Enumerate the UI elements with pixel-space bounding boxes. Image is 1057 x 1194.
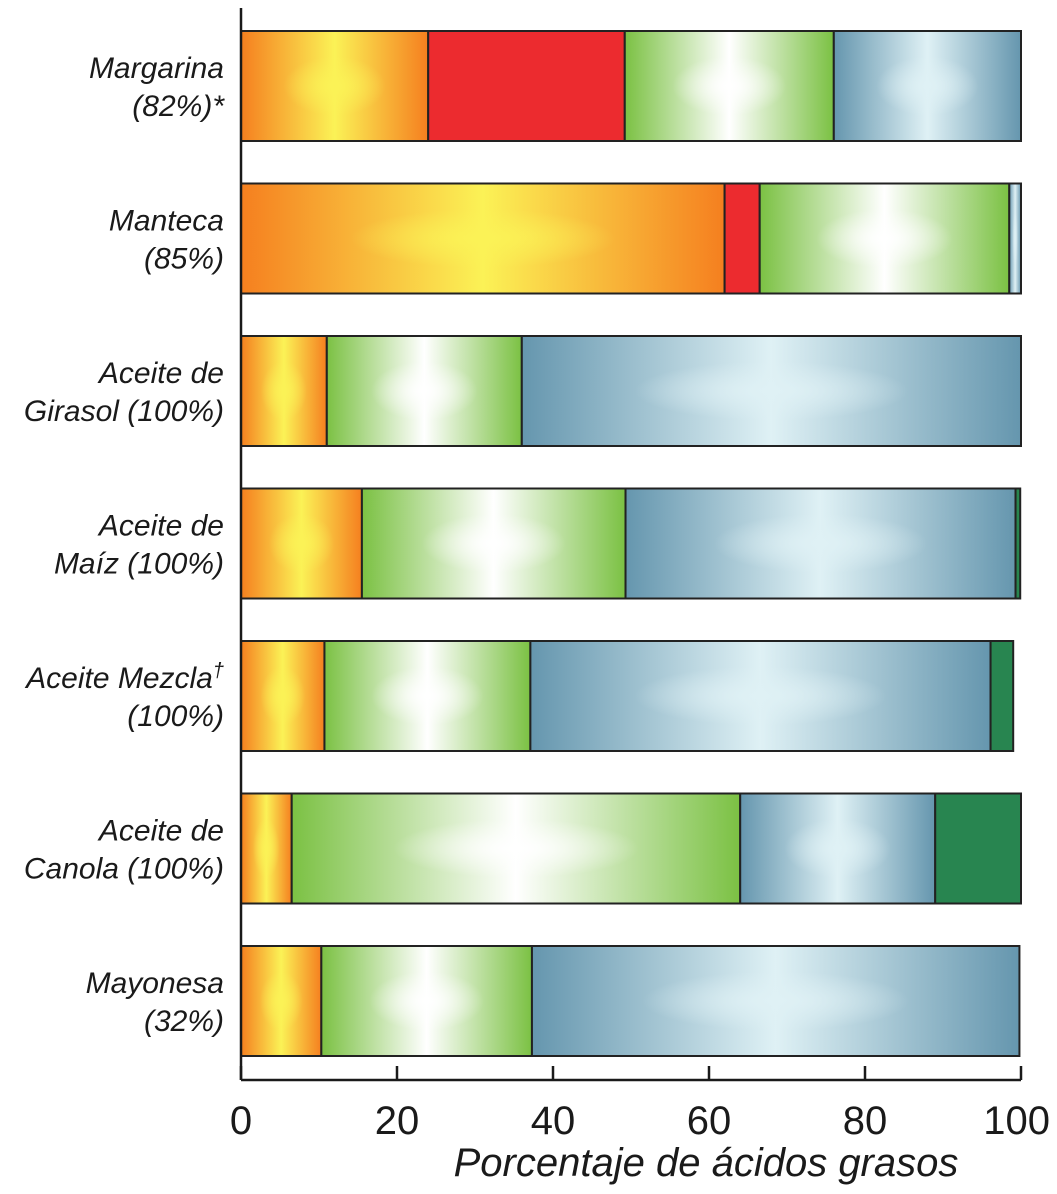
x-tick-label: 20 xyxy=(375,1099,420,1143)
x-tick-label: 60 xyxy=(687,1099,732,1143)
category-label-line1: Aceite Mezcla† xyxy=(24,660,224,695)
bar-group xyxy=(240,792,1023,905)
bar-segment-highlight xyxy=(1010,184,1020,293)
bar-segment-highlight xyxy=(834,32,1020,140)
bar-group xyxy=(240,487,1022,600)
x-axis-title: Porcentaje de ácidos grasos xyxy=(454,1141,959,1185)
category-label-line2: (85%) xyxy=(144,243,224,276)
x-tick-label: 100 xyxy=(983,1099,1050,1143)
bar-segment-highlight xyxy=(242,947,321,1055)
bar-segment-highlight xyxy=(242,489,361,598)
category-label-line2: (82%)* xyxy=(132,90,225,123)
bar-segment-highlight xyxy=(322,947,531,1055)
bar-segment xyxy=(989,640,1015,752)
bar-group xyxy=(240,30,1022,142)
bar-segment xyxy=(1014,487,1022,600)
category-label-line1: Aceite de xyxy=(97,510,224,543)
category-label-line1: Margarina xyxy=(89,52,224,85)
x-tick-label: 0 xyxy=(230,1099,252,1143)
category-label-line2: (32%) xyxy=(144,1005,224,1038)
category-label-line1: Mayonesa xyxy=(86,967,224,1000)
bar-segment-highlight xyxy=(626,489,1015,598)
bar-segment-highlight xyxy=(362,489,625,598)
x-axis: 0 20 40 60 80 100 xyxy=(230,8,1050,1143)
bar-segment-highlight xyxy=(741,794,935,903)
category-label-line1: Aceite de xyxy=(97,357,224,390)
bar-segment-highlight xyxy=(522,337,1020,445)
category-label-line2: Maíz (100%) xyxy=(54,548,224,581)
category-label-line2: Girasol (100%) xyxy=(24,395,224,428)
bar-segment-highlight xyxy=(242,794,291,903)
bar-group xyxy=(240,182,1022,295)
bars-layer xyxy=(240,30,1023,1057)
bar-group xyxy=(240,640,1015,752)
bar-segment-highlight xyxy=(242,642,324,750)
bar-segment-highlight xyxy=(531,642,990,750)
bar-segment xyxy=(723,182,761,295)
category-label-line1: Aceite de xyxy=(97,815,224,848)
bar-segment-highlight xyxy=(292,794,740,903)
bar-segment-highlight xyxy=(532,947,1019,1055)
x-tick-label: 80 xyxy=(843,1099,888,1143)
bar-segment-highlight xyxy=(625,32,833,140)
bar-group xyxy=(240,945,1021,1057)
bar-segment-highlight xyxy=(325,642,530,750)
x-tick-label: 40 xyxy=(531,1099,576,1143)
bar-segment xyxy=(427,30,626,142)
category-label-line2: Canola (100%) xyxy=(24,853,224,886)
category-label-line2: (100%) xyxy=(127,700,224,733)
bar-segment-highlight xyxy=(242,184,724,293)
bar-segment-highlight xyxy=(327,337,521,445)
bar-segment-highlight xyxy=(242,337,326,445)
bar-segment-highlight xyxy=(242,32,428,140)
category-label-line1: Manteca xyxy=(109,205,224,238)
bar-segment xyxy=(934,792,1023,905)
category-labels: Margarina (82%)* Manteca (85%) Aceite de Gira… xyxy=(24,52,225,1038)
bar-segment-highlight xyxy=(760,184,1009,293)
bar-group xyxy=(240,335,1022,447)
